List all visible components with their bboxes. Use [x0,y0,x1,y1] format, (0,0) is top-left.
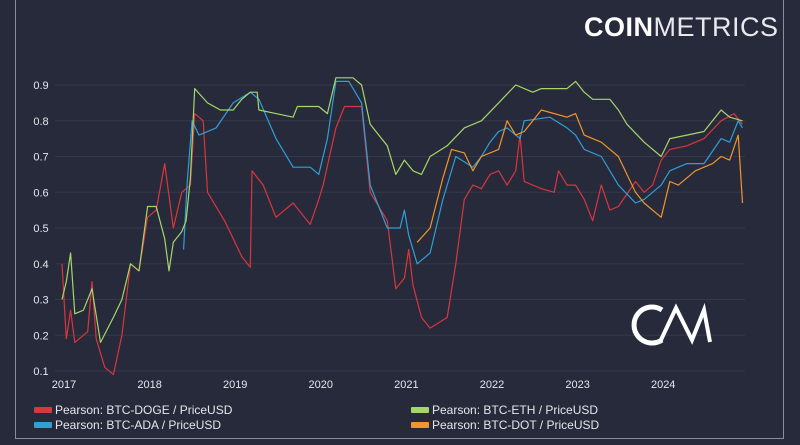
y-tick-label: 0.4 [33,259,48,271]
legend-item-doge[interactable]: Pearson: BTC-DOGE / PriceUSD [34,403,232,417]
coinmetrics-logo: COINMETRICS [584,12,779,43]
logo-light-text: METRICS [653,12,779,42]
series-line-1 [183,80,744,265]
y-tick-label: 0.9 [33,80,48,92]
legend-item-dot[interactable]: Pearson: BTC-DOT / PriceUSD [411,418,599,432]
legend-item-eth[interactable]: Pearson: BTC-ETH / PriceUSD [411,403,598,417]
series-line-2 [61,77,743,343]
y-tick-label: 0.7 [33,152,48,164]
legend-swatch [411,407,429,413]
x-tick-label: 2021 [394,379,418,391]
logo-bold-text: COIN [584,12,654,42]
legend-swatch [34,407,52,413]
series-line-3 [416,109,744,243]
legend-label: Pearson: BTC-DOGE / PriceUSD [55,403,233,417]
cm-watermark-icon [631,302,712,346]
legend-item-ada[interactable]: Pearson: BTC-ADA / PriceUSD [34,418,221,432]
series-line-0 [61,105,743,376]
y-tick-label: 0.8 [33,116,48,128]
legend-label: Pearson: BTC-DOT / PriceUSD [432,418,600,432]
legend-label: Pearson: BTC-ETH / PriceUSD [432,403,599,417]
x-tick-label: 2020 [309,379,333,391]
y-tick-label: 0.1 [33,366,48,378]
x-tick-label: 2018 [137,379,161,391]
x-tick-label: 2022 [480,379,504,391]
x-tick-label: 2017 [52,379,76,391]
x-tick-label: 2023 [565,379,589,391]
legend-swatch [411,422,429,428]
chart-frame [15,0,784,439]
y-tick-label: 0.5 [33,223,48,235]
y-tick-label: 0.3 [33,295,48,307]
x-tick-label: 2024 [651,379,675,391]
x-tick-label: 2019 [223,379,247,391]
y-tick-label: 0.2 [33,330,48,342]
legend-swatch [34,422,52,428]
legend-label: Pearson: BTC-ADA / PriceUSD [55,418,222,432]
y-tick-label: 0.6 [33,187,48,199]
